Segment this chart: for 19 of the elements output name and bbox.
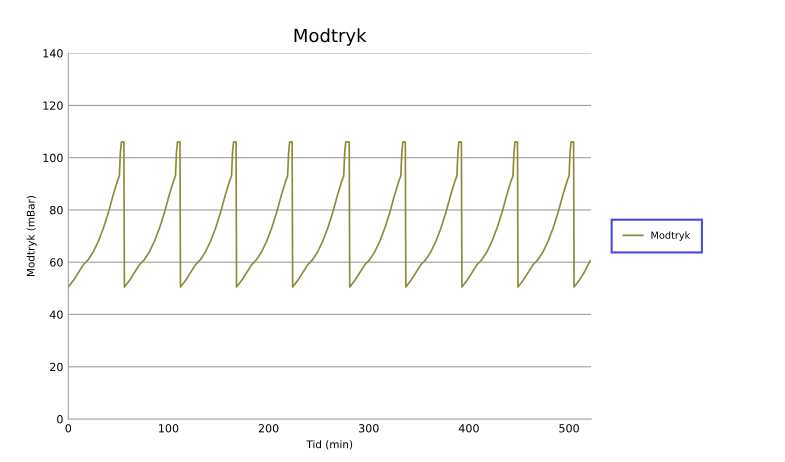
y-tick-label: 80 (50, 206, 63, 214)
y-tick-label: 100 (43, 154, 63, 162)
x-tick-label: 200 (258, 424, 278, 432)
line-series (68, 141, 591, 288)
y-tick-label: 40 (50, 310, 63, 319)
legend-label: Modtryk (651, 231, 690, 241)
y-tick-label: 140 (43, 49, 63, 58)
x-tick-label: 500 (559, 424, 579, 432)
chart-title: Modtryk (294, 28, 367, 46)
y-tick-label: 0 (57, 415, 63, 424)
x-tick-label: 0 (65, 424, 72, 432)
y-tick-label: 20 (50, 362, 63, 372)
y-axis-title: Modtryk (mBar) (26, 196, 37, 276)
x-tick-label: 300 (359, 424, 379, 432)
y-tick-label: 120 (43, 101, 63, 110)
x-tick-label: 100 (159, 424, 178, 432)
x-axis-title: Tid (min) (306, 440, 352, 450)
y-tick-label: 60 (50, 258, 63, 267)
x-tick-label: 400 (458, 424, 479, 432)
